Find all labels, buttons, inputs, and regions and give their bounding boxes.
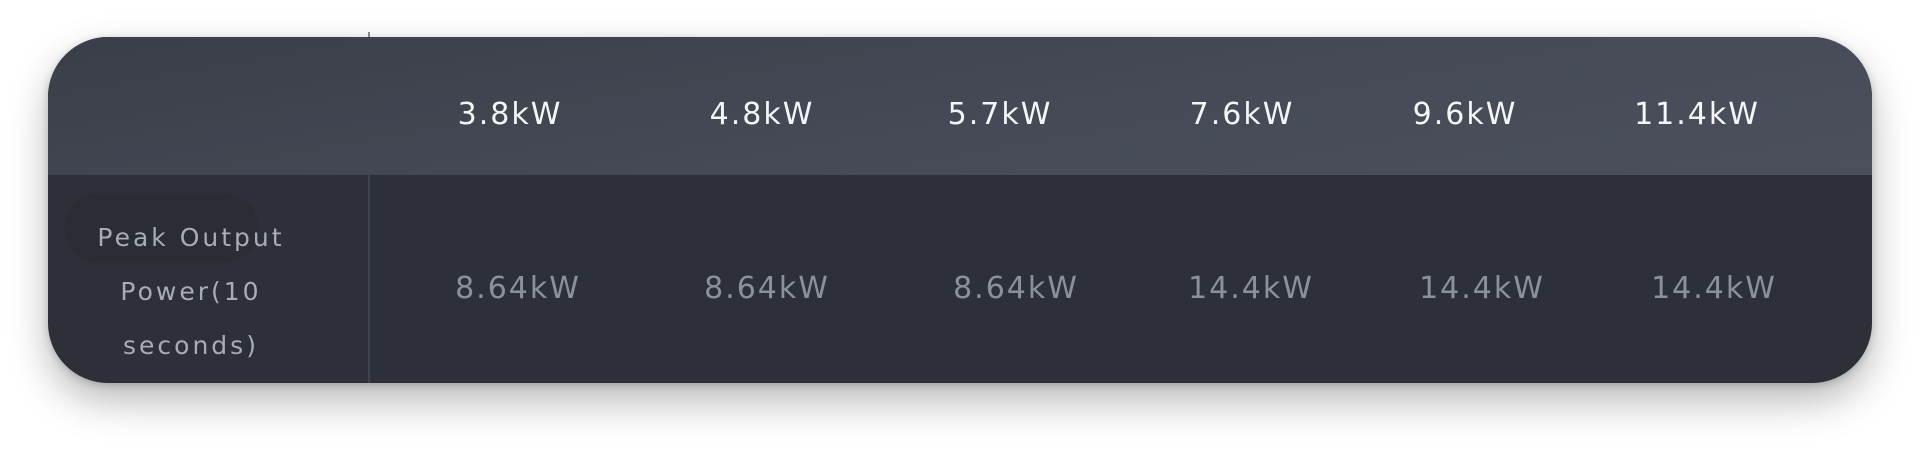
column-header: 11.4kW xyxy=(1634,97,1760,132)
table-cell: 14.4kW xyxy=(1188,271,1314,306)
table-header xyxy=(48,37,1872,175)
column-header: 4.8kW xyxy=(709,97,815,132)
column-header: 3.8kW xyxy=(457,97,563,132)
column-divider-tick xyxy=(368,32,370,40)
column-header: 9.6kW xyxy=(1412,97,1518,132)
row-label-highlight xyxy=(64,193,258,263)
column-divider xyxy=(368,175,370,383)
column-header: 7.6kW xyxy=(1189,97,1295,132)
table-cell: 8.64kW xyxy=(953,271,1079,306)
spec-table: Peak Output Power(10 seconds) 3.8kW 4.8k… xyxy=(48,37,1872,383)
table-cell: 8.64kW xyxy=(455,271,581,306)
table-cell: 14.4kW xyxy=(1419,271,1545,306)
row-label: Peak Output Power(10 seconds) xyxy=(97,223,285,360)
column-header: 5.7kW xyxy=(947,97,1053,132)
table-cell: 8.64kW xyxy=(704,271,830,306)
table-cell: 14.4kW xyxy=(1651,271,1777,306)
